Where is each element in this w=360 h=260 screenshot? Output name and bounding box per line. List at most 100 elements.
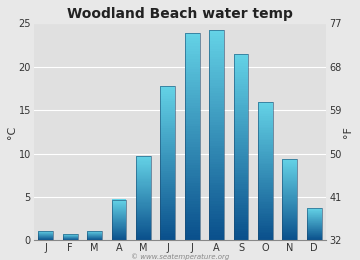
Bar <box>161 105 175 107</box>
Bar <box>112 232 126 233</box>
Bar <box>234 58 248 61</box>
Bar <box>234 126 248 128</box>
Bar <box>209 193 224 196</box>
Bar <box>161 229 175 231</box>
Bar <box>258 107 273 109</box>
Bar <box>234 100 248 103</box>
Bar <box>209 169 224 172</box>
Bar <box>185 98 199 100</box>
Bar <box>283 177 297 178</box>
Bar <box>209 209 224 211</box>
Bar <box>234 156 248 159</box>
Bar <box>234 75 248 77</box>
Bar <box>112 213 126 214</box>
Bar <box>185 61 199 64</box>
Bar <box>307 211 321 212</box>
Bar <box>112 207 126 208</box>
Bar <box>307 213 321 214</box>
Bar <box>283 210 297 211</box>
Bar <box>307 230 321 231</box>
Bar <box>307 208 321 240</box>
Bar <box>209 161 224 164</box>
Bar <box>112 218 126 219</box>
Bar <box>112 199 126 200</box>
Bar <box>234 163 248 166</box>
Bar <box>258 154 273 156</box>
Bar <box>258 128 273 130</box>
Bar <box>112 206 126 207</box>
Bar <box>307 215 321 216</box>
Bar <box>283 164 297 165</box>
Bar <box>209 43 224 46</box>
Bar <box>112 203 126 204</box>
Bar <box>234 168 248 170</box>
Bar <box>258 121 273 123</box>
Bar <box>258 207 273 209</box>
Bar <box>161 171 175 173</box>
Bar <box>209 133 224 135</box>
Bar <box>112 235 126 236</box>
Bar <box>185 173 199 176</box>
Bar <box>209 114 224 117</box>
Bar <box>136 166 151 167</box>
Bar <box>234 72 248 75</box>
Bar <box>209 219 224 222</box>
Bar <box>307 215 321 216</box>
Bar <box>209 59 224 62</box>
Bar <box>283 198 297 199</box>
Bar <box>307 226 321 227</box>
Bar <box>136 173 151 174</box>
Bar <box>283 206 297 208</box>
Bar <box>283 236 297 237</box>
Bar <box>185 33 199 36</box>
Bar <box>234 236 248 238</box>
Bar <box>185 131 199 134</box>
Bar <box>234 217 248 219</box>
Bar <box>136 213 151 214</box>
Bar <box>161 209 175 211</box>
Bar <box>209 190 224 193</box>
Bar <box>136 171 151 172</box>
Bar <box>283 217 297 218</box>
Bar <box>112 205 126 206</box>
Bar <box>161 146 175 148</box>
Bar <box>234 212 248 215</box>
Bar <box>307 235 321 236</box>
Bar <box>136 160 151 161</box>
Bar <box>209 183 224 185</box>
Bar <box>112 226 126 227</box>
Bar <box>161 148 175 149</box>
Bar <box>209 120 224 122</box>
Bar <box>234 121 248 124</box>
Bar <box>307 227 321 228</box>
Bar <box>136 207 151 209</box>
Bar <box>283 184 297 185</box>
Bar <box>234 222 248 224</box>
Bar <box>283 161 297 162</box>
Bar <box>209 33 224 36</box>
Bar <box>234 89 248 91</box>
Bar <box>234 128 248 131</box>
Bar <box>136 222 151 223</box>
Bar <box>234 54 248 56</box>
Bar <box>185 90 199 93</box>
Bar <box>112 224 126 225</box>
Bar <box>234 154 248 156</box>
Bar <box>161 86 175 88</box>
Bar <box>136 231 151 232</box>
Bar <box>258 213 273 214</box>
Bar <box>283 229 297 230</box>
Bar <box>136 159 151 160</box>
Bar <box>234 84 248 87</box>
Bar <box>112 239 126 240</box>
Bar <box>258 194 273 196</box>
Bar <box>283 212 297 213</box>
Bar <box>161 167 175 169</box>
Bar <box>258 152 273 154</box>
Bar <box>161 202 175 204</box>
Bar <box>112 222 126 223</box>
Bar <box>112 232 126 233</box>
Bar <box>234 173 248 175</box>
Bar <box>283 162 297 163</box>
Bar <box>258 197 273 199</box>
